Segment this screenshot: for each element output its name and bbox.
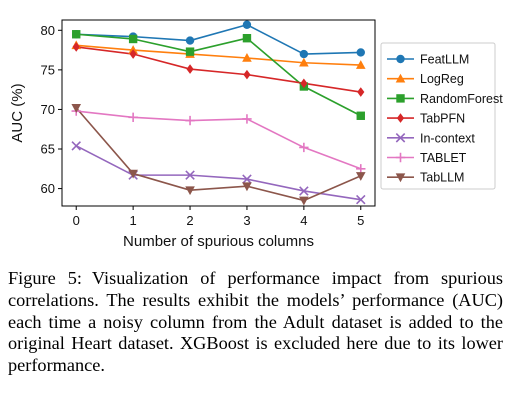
data-point-randomforest (356, 111, 365, 120)
line-chart: 0 1 2 3 4 5 60 65 70 75 80 Number of spurious colu… (9, 19, 503, 250)
legend-marker-tabllm (395, 173, 406, 183)
caption-label: Figure 5: (8, 268, 82, 288)
legend-label-in-context: In-context (420, 131, 475, 145)
data-point-featllm (299, 49, 309, 59)
figure-caption: Figure 5: Visualization of performance im… (8, 268, 503, 377)
data-point-tabllm (299, 196, 309, 206)
data-point-tablet (242, 114, 252, 124)
data-point-randomforest (242, 34, 252, 43)
data-point-tablet (128, 112, 138, 123)
legend-label-featllm: FeatLLM (420, 53, 469, 67)
series-line-tablet (76, 110, 362, 170)
legend-label-tabpfn: TabPFN (420, 112, 465, 126)
series-line-featllm (76, 23, 361, 55)
series-line-in-context (75, 145, 361, 201)
legend-label-logreg: LogReg (420, 72, 464, 86)
x-tick-label: 5 (357, 213, 364, 228)
data-point-tabllm (242, 182, 252, 192)
y-tick-label: 75 (41, 62, 55, 77)
series-line-logreg (76, 44, 361, 66)
data-point-tablet (299, 142, 309, 153)
data-point-in-context (185, 170, 195, 180)
legend-marker-tablet (395, 152, 406, 163)
data-point-tabllm (185, 186, 195, 196)
data-point-featllm (242, 20, 252, 29)
data-point-tabpfn (300, 78, 308, 89)
data-point-logreg (355, 60, 366, 69)
series-line-randomforest (76, 33, 362, 117)
data-point-tabpfn (72, 42, 80, 52)
data-point-featllm (185, 36, 195, 45)
data-point-randomforest (185, 47, 195, 56)
data-point-randomforest (128, 34, 138, 44)
x-tick-label: 3 (243, 213, 250, 228)
data-point-tabpfn (357, 87, 365, 97)
data-point-tabpfn (243, 69, 251, 80)
y-tick-label: 65 (41, 142, 55, 157)
y-tick-label: 60 (41, 181, 55, 196)
series-line-tabllm (75, 107, 362, 202)
data-point-featllm (356, 48, 365, 57)
series-line-tabpfn (76, 46, 361, 93)
x-tick-label: 0 (73, 213, 80, 228)
data-point-logreg (242, 52, 252, 62)
data-point-tabllm (71, 104, 82, 113)
data-point-in-context (356, 194, 366, 205)
plot-frame (61, 19, 376, 207)
data-point-tabpfn (186, 64, 194, 74)
x-tick-label: 2 (186, 213, 193, 228)
legend-marker-tabpfn (396, 113, 405, 123)
data-point-tabllm (128, 169, 138, 179)
data-point-tabllm (355, 172, 366, 181)
legend-marker-featllm (396, 54, 405, 64)
data-point-tabpfn (129, 49, 137, 59)
caption-text: Visualization of performance impact from… (8, 268, 503, 376)
data-point-logreg (299, 57, 309, 67)
legend-label-tabllm: TabLLM (420, 171, 464, 185)
data-point-in-context (242, 174, 252, 184)
y-axis-label: AUC (%) (9, 83, 26, 142)
data-point-randomforest (72, 30, 81, 39)
data-point-in-context (299, 186, 309, 196)
data-point-tablet (356, 164, 366, 174)
legend-label-tablet: TABLET (420, 151, 467, 165)
data-point-in-context (71, 141, 81, 151)
legend-marker-randomforest (396, 94, 405, 103)
legend-label-randomforest: RandomForest (420, 92, 503, 106)
y-tick-label: 80 (41, 23, 55, 38)
legend: FeatLLM LogReg RandomForest TabPFN In-contex… (380, 42, 503, 190)
x-axis-label: Number of spurious columns (123, 233, 314, 250)
legend-box (380, 42, 496, 190)
x-tick-label: 4 (300, 213, 307, 228)
legend-marker-in-context (395, 133, 406, 143)
legend-marker-logreg (395, 73, 406, 83)
data-point-tablet (185, 115, 195, 126)
x-tick-label: 1 (130, 213, 137, 228)
y-tick-label: 70 (41, 102, 55, 117)
